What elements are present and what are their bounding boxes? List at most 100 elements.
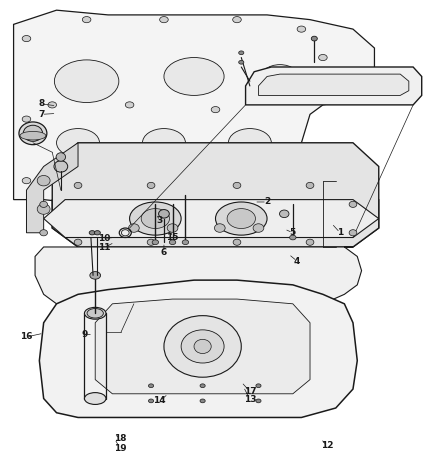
- Ellipse shape: [318, 55, 326, 61]
- Polygon shape: [52, 143, 378, 247]
- Text: 1: 1: [336, 228, 342, 238]
- Text: 12: 12: [320, 441, 333, 450]
- Ellipse shape: [289, 235, 295, 240]
- Ellipse shape: [54, 161, 68, 172]
- Ellipse shape: [169, 240, 175, 245]
- Ellipse shape: [89, 231, 95, 235]
- Ellipse shape: [104, 178, 112, 184]
- Ellipse shape: [56, 129, 99, 157]
- Polygon shape: [43, 200, 378, 238]
- Ellipse shape: [227, 209, 255, 228]
- Text: 13: 13: [243, 395, 255, 404]
- Ellipse shape: [74, 182, 82, 189]
- Ellipse shape: [215, 202, 267, 235]
- Ellipse shape: [163, 57, 224, 95]
- Polygon shape: [14, 10, 374, 204]
- Text: 4: 4: [293, 256, 300, 266]
- Ellipse shape: [23, 125, 43, 142]
- Ellipse shape: [167, 224, 178, 232]
- Ellipse shape: [141, 209, 169, 228]
- Text: 16: 16: [20, 332, 33, 342]
- Ellipse shape: [74, 239, 82, 245]
- Ellipse shape: [148, 399, 153, 403]
- Ellipse shape: [84, 393, 106, 404]
- Ellipse shape: [305, 182, 313, 189]
- Text: 8: 8: [38, 99, 45, 108]
- Ellipse shape: [37, 204, 50, 214]
- Ellipse shape: [89, 272, 100, 279]
- Ellipse shape: [232, 17, 241, 23]
- Ellipse shape: [56, 153, 65, 161]
- Ellipse shape: [200, 399, 205, 403]
- Ellipse shape: [182, 240, 188, 245]
- Ellipse shape: [310, 36, 316, 41]
- Text: 17: 17: [243, 387, 255, 396]
- Ellipse shape: [255, 384, 261, 388]
- Polygon shape: [26, 143, 78, 233]
- Ellipse shape: [238, 60, 243, 64]
- Ellipse shape: [159, 17, 168, 23]
- Ellipse shape: [228, 129, 271, 157]
- Text: 3: 3: [156, 217, 163, 226]
- Ellipse shape: [87, 309, 103, 318]
- Text: 7: 7: [38, 110, 45, 119]
- Ellipse shape: [258, 65, 301, 98]
- Polygon shape: [258, 74, 408, 95]
- Text: 10: 10: [97, 234, 110, 243]
- Ellipse shape: [40, 201, 47, 208]
- Ellipse shape: [181, 330, 224, 363]
- Polygon shape: [39, 280, 356, 418]
- Ellipse shape: [348, 201, 356, 208]
- Ellipse shape: [128, 224, 139, 232]
- Text: 2: 2: [263, 198, 270, 207]
- Text: 14: 14: [153, 397, 166, 405]
- Ellipse shape: [125, 102, 134, 108]
- Ellipse shape: [305, 239, 313, 245]
- Ellipse shape: [348, 83, 356, 89]
- Ellipse shape: [296, 26, 305, 32]
- Text: 18: 18: [114, 434, 126, 443]
- Ellipse shape: [255, 399, 261, 403]
- Ellipse shape: [211, 106, 219, 113]
- Ellipse shape: [262, 178, 271, 184]
- Ellipse shape: [19, 122, 47, 145]
- Polygon shape: [95, 299, 309, 394]
- Polygon shape: [52, 143, 378, 247]
- Ellipse shape: [20, 132, 46, 140]
- Ellipse shape: [233, 182, 240, 189]
- Ellipse shape: [158, 209, 169, 218]
- Ellipse shape: [22, 116, 31, 122]
- Text: 11: 11: [97, 243, 110, 252]
- Ellipse shape: [152, 240, 158, 245]
- Ellipse shape: [348, 230, 356, 236]
- Ellipse shape: [238, 51, 243, 55]
- Ellipse shape: [189, 178, 198, 184]
- Polygon shape: [52, 180, 378, 247]
- Ellipse shape: [84, 307, 106, 319]
- Text: 19: 19: [114, 444, 126, 453]
- Text: 9: 9: [81, 330, 87, 339]
- Text: 5: 5: [289, 228, 295, 238]
- Ellipse shape: [129, 202, 181, 235]
- Ellipse shape: [48, 102, 56, 108]
- Polygon shape: [35, 247, 361, 309]
- Ellipse shape: [147, 239, 154, 245]
- Ellipse shape: [200, 384, 205, 388]
- Ellipse shape: [82, 17, 91, 23]
- Ellipse shape: [37, 175, 50, 186]
- Ellipse shape: [54, 60, 119, 103]
- Ellipse shape: [142, 129, 185, 157]
- Ellipse shape: [22, 36, 31, 42]
- Ellipse shape: [163, 316, 241, 377]
- Ellipse shape: [147, 182, 154, 189]
- Ellipse shape: [40, 230, 47, 236]
- Ellipse shape: [233, 239, 240, 245]
- Ellipse shape: [214, 224, 224, 232]
- Ellipse shape: [194, 339, 211, 353]
- Ellipse shape: [252, 224, 263, 232]
- Ellipse shape: [94, 231, 100, 235]
- Text: 15: 15: [166, 233, 178, 242]
- Ellipse shape: [22, 178, 31, 184]
- Ellipse shape: [148, 384, 153, 388]
- Polygon shape: [245, 67, 421, 105]
